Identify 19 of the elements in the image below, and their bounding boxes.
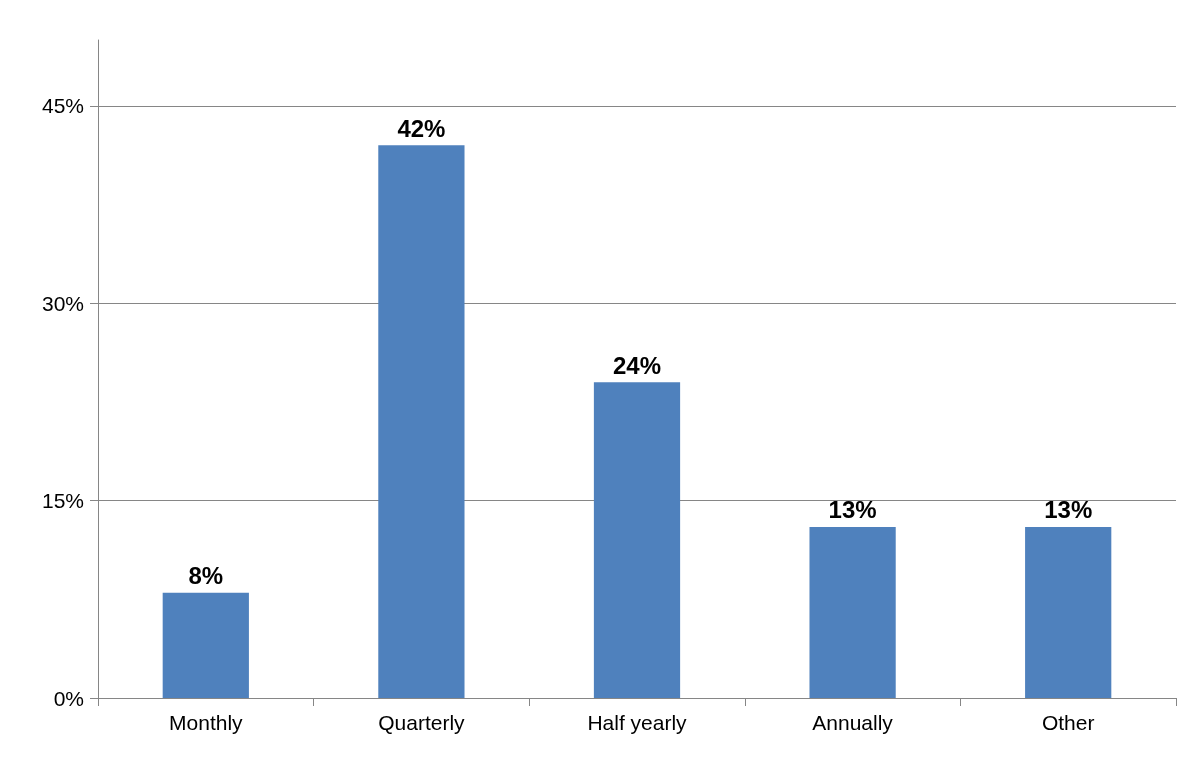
x-tick-label: Monthly	[169, 711, 244, 734]
y-tick-label: 30%	[41, 291, 84, 315]
y-tick-label: 15%	[41, 489, 84, 513]
x-tick-label: Other	[1041, 711, 1095, 734]
bar	[378, 145, 465, 698]
y-tick-label: 0%	[53, 686, 84, 710]
x-tick-label: Half yearly	[587, 711, 688, 734]
bar	[1025, 526, 1112, 698]
bar	[809, 526, 896, 698]
x-tick-label: Quarterly	[378, 711, 466, 734]
data-label: 24%	[612, 351, 662, 379]
data-label: 13%	[828, 496, 877, 524]
data-label: 8%	[188, 562, 224, 590]
bar	[162, 592, 249, 698]
y-tick-label: 45%	[41, 94, 84, 118]
data-label: 42%	[397, 114, 446, 142]
bar	[593, 382, 681, 698]
x-tick-label: Annually	[812, 711, 894, 734]
data-label: 13%	[1044, 496, 1093, 524]
